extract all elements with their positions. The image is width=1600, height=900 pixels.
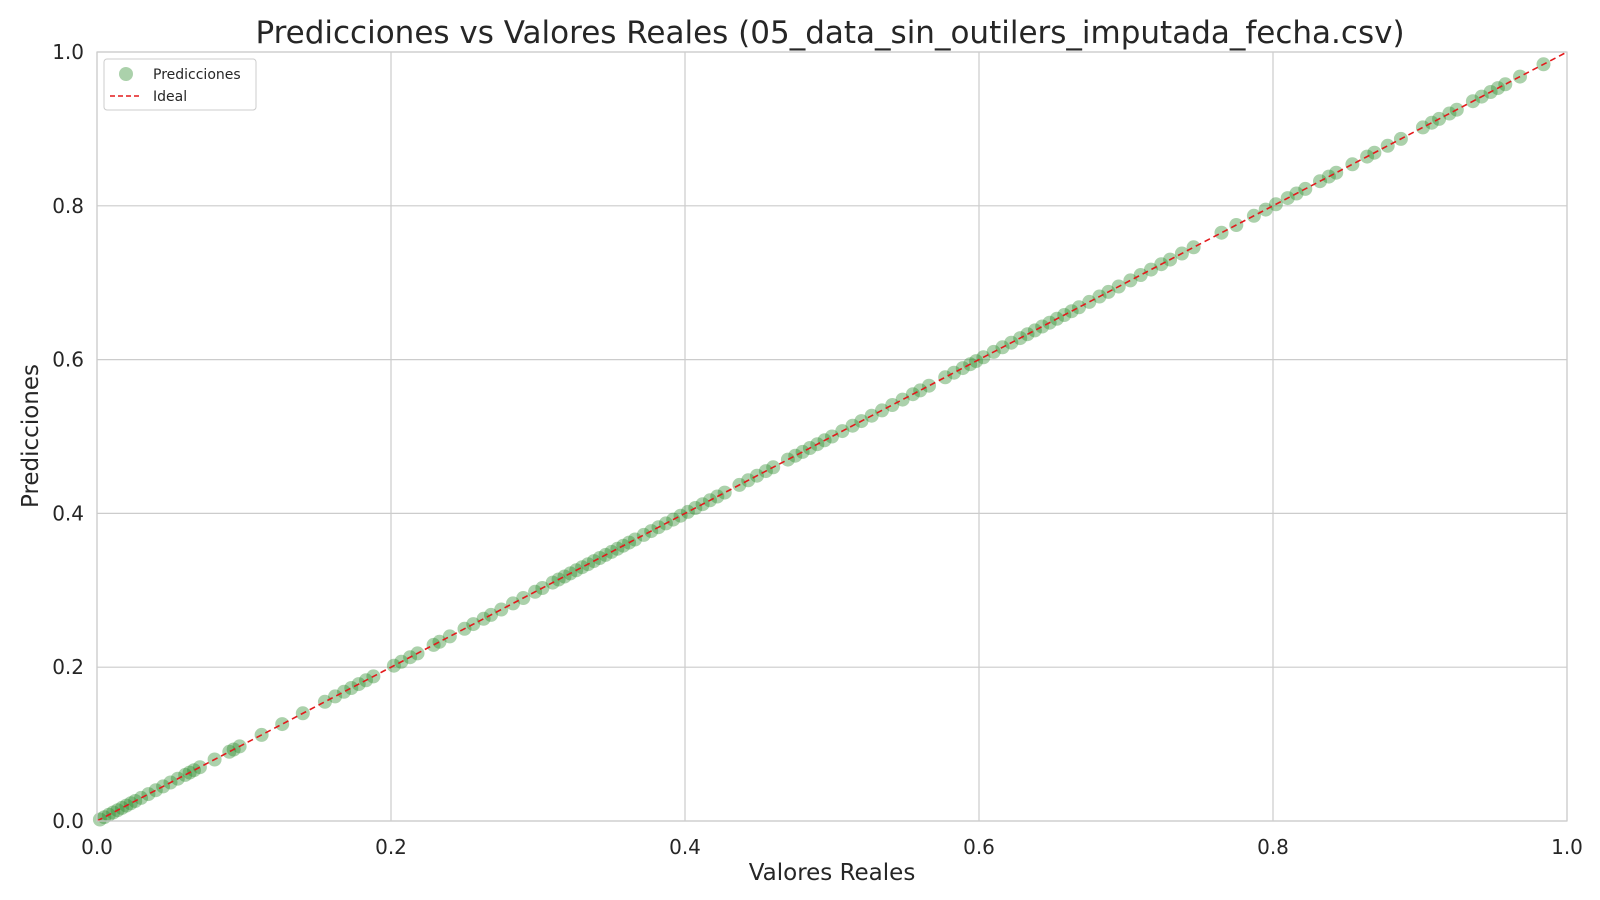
legend-label-predicciones: Predicciones — [153, 67, 241, 83]
prediction-point — [442, 629, 457, 644]
x-tick-label: 0.6 — [963, 835, 995, 859]
prediction-point — [222, 744, 237, 759]
y-tick-label: 1.0 — [52, 40, 84, 64]
prediction-point — [344, 681, 359, 695]
plot-area — [92, 51, 1568, 827]
prediction-point — [432, 634, 447, 649]
prediction-point — [1380, 138, 1395, 153]
prediction-point — [1064, 304, 1079, 319]
prediction-point — [476, 611, 491, 626]
prediction-point — [178, 767, 193, 782]
x-tick-label: 1.0 — [1551, 835, 1583, 859]
prediction-point — [187, 763, 201, 778]
prediction-point — [141, 787, 156, 802]
y-tick-label: 0.6 — [52, 348, 84, 372]
prediction-point — [1072, 300, 1086, 315]
prediction-point — [328, 689, 343, 704]
prediction-point — [1123, 273, 1138, 288]
prediction-point — [636, 527, 651, 542]
prediction-point — [947, 365, 961, 380]
prediction-point — [275, 717, 290, 732]
prediction-point — [1214, 225, 1229, 240]
x-axis-label: Valores Reales — [749, 860, 916, 886]
prediction-point — [780, 452, 795, 467]
prediction-point — [885, 398, 900, 412]
prediction-point — [1186, 240, 1201, 255]
y-tick-labels: 0.0 0.2 0.4 0.6 0.8 1.0 — [52, 40, 84, 833]
legend-marker-predicciones — [119, 67, 133, 81]
prediction-point — [895, 392, 910, 407]
prediction-point — [317, 694, 332, 709]
prediction-point — [1133, 268, 1148, 282]
prediction-point — [1498, 77, 1513, 92]
prediction-point — [1082, 294, 1097, 309]
prediction-point — [1329, 165, 1344, 180]
prediction-point — [788, 448, 803, 463]
prediction-point — [1442, 106, 1457, 121]
prediction-point — [337, 684, 351, 699]
prediction-point — [825, 429, 839, 444]
x-tick-label: 0.4 — [669, 835, 701, 859]
prediction-point — [717, 485, 732, 500]
prediction-point — [1415, 120, 1430, 135]
plot-frame — [96, 51, 1568, 822]
prediction-point — [673, 508, 688, 523]
legend-label-ideal: Ideal — [153, 89, 187, 105]
prediction-point — [938, 370, 953, 385]
prediction-point — [680, 504, 695, 519]
y-tick-label: 0.8 — [52, 194, 84, 218]
prediction-point — [955, 361, 970, 376]
prediction-point — [192, 760, 207, 775]
x-tick-labels: 0.0 0.2 0.4 0.6 0.8 1.0 — [81, 835, 1583, 859]
prediction-point — [628, 532, 642, 547]
y-tick-label: 0.2 — [52, 655, 84, 679]
prediction-point — [1424, 115, 1439, 130]
x-tick-label: 0.0 — [81, 835, 113, 859]
prediction-point — [592, 551, 607, 565]
prediction-point — [1027, 323, 1042, 338]
y-axis-label: Predicciones — [18, 364, 44, 508]
prediction-point — [913, 383, 928, 398]
prediction-point — [426, 637, 441, 652]
chart-title: Predicciones vs Valores Reales (05_data_… — [255, 15, 1404, 51]
prediction-point — [506, 596, 520, 611]
prediction-point — [123, 796, 138, 811]
prediction-point — [1258, 202, 1273, 217]
y-tick-label: 0.4 — [52, 501, 84, 525]
prediction-point — [922, 378, 936, 393]
prediction-point — [494, 602, 509, 617]
prediction-point — [106, 805, 121, 820]
y-tick-label: 0.0 — [52, 809, 84, 833]
prediction-point — [134, 790, 149, 805]
prediction-point — [115, 800, 129, 815]
prediction-point — [575, 560, 590, 575]
legend: Predicciones Ideal — [103, 58, 257, 111]
x-tick-label: 0.8 — [1257, 835, 1289, 859]
prediction-point — [610, 541, 625, 556]
prediction-point — [1144, 262, 1158, 277]
legend-box — [103, 58, 257, 111]
prediction-point — [148, 783, 163, 798]
points-layer — [92, 57, 1551, 827]
ideal-line — [96, 51, 1568, 822]
prediction-point — [557, 569, 572, 584]
prediction-point — [795, 444, 810, 459]
prediction-point — [1345, 157, 1360, 172]
prediction-point — [1035, 319, 1050, 334]
x-tick-label: 0.2 — [375, 835, 407, 859]
